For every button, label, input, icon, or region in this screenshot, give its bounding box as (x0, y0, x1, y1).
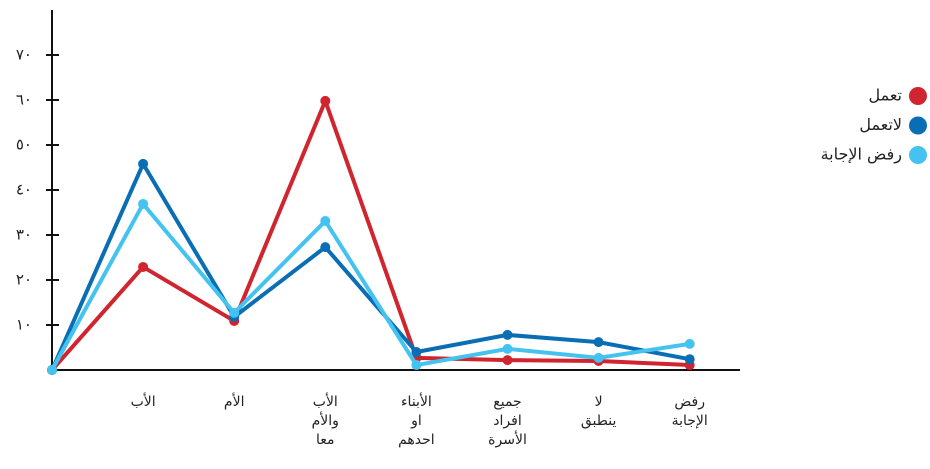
x-tick-label: الأم (223, 394, 245, 410)
y-tick-label: ٣٠ (16, 226, 32, 244)
legend-marker (909, 116, 927, 135)
point (411, 360, 422, 371)
legend-label: رفض الإجابة (821, 145, 902, 165)
legend-marker (909, 146, 927, 164)
point (320, 95, 331, 106)
x-tick-label: الأبناء او احدهم (398, 394, 435, 448)
x-tick-label: جميع افراد الأسرة (488, 394, 527, 448)
point (593, 352, 604, 363)
point (138, 198, 149, 209)
y-tick-label: ٧٠ (16, 46, 32, 64)
series-line (50, 161, 691, 371)
point (502, 343, 513, 354)
point (138, 158, 149, 169)
x-tick-label: لا ينطبق (580, 394, 617, 429)
y-tick-label: ٦٠ (16, 91, 32, 109)
point (684, 338, 695, 349)
point (502, 355, 513, 366)
y-tick-label: ٤٠ (16, 181, 32, 199)
legend-label: تعمل (868, 86, 902, 105)
point (593, 337, 604, 348)
series-line (50, 98, 690, 372)
point (320, 216, 331, 227)
point (229, 307, 240, 318)
x-tick-label: رفض الإجابة (671, 394, 708, 429)
point (138, 261, 149, 272)
legend-marker (909, 87, 927, 105)
x-tick-label: الأب والأم معا (311, 394, 339, 448)
x-tick-label: الأب (130, 394, 156, 410)
series-line (50, 201, 691, 371)
y-tick-label: ٢٠ (16, 271, 32, 289)
point (411, 347, 422, 357)
y-tick-label: ١٠ (16, 316, 32, 334)
point (684, 354, 695, 365)
point (502, 329, 513, 340)
point (47, 365, 57, 375)
y-tick-label: ٥٠ (16, 136, 32, 154)
legend-label: لاتعمل (859, 115, 902, 134)
point (320, 242, 331, 253)
